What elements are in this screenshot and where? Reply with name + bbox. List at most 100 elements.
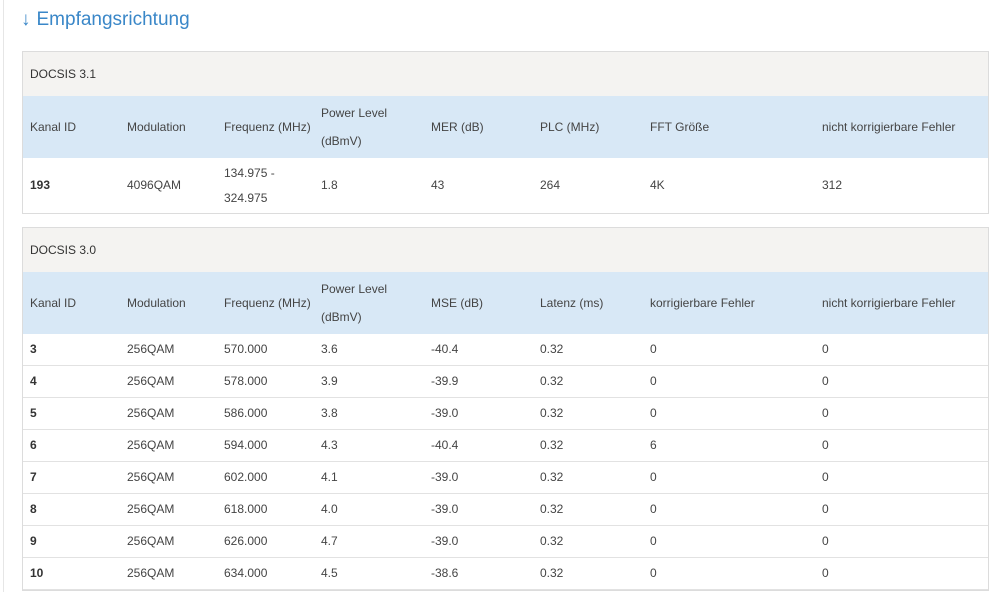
frequency: 626.000 — [217, 525, 314, 558]
column-header: Modulation — [120, 272, 217, 334]
column-header: Kanal ID — [23, 96, 120, 158]
channel-id: 193 — [30, 178, 51, 192]
docsis-31-title: DOCSIS 3.1 — [23, 51, 988, 96]
column-header: FFT Größe — [643, 96, 815, 158]
correctable-errors: 0 — [643, 493, 815, 526]
frequency: 134.975 - 324.975 — [224, 165, 275, 205]
uncorrectable-errors: 0 — [815, 397, 988, 430]
uncorrectable-errors: 0 — [815, 525, 988, 558]
downstream-heading[interactable]: ↓ Empfangsrichtung — [21, 9, 190, 31]
frequency: 602.000 — [217, 461, 314, 494]
arrow-down-icon: ↓ — [21, 9, 31, 30]
channel-id: 9 — [23, 525, 120, 558]
docsis-31-panel: DOCSIS 3.1 Kanal ID Modulation Frequenz … — [22, 51, 989, 214]
column-header: Power Level (dBmV) — [314, 96, 424, 158]
frequency: 594.000 — [217, 429, 314, 462]
docsis-31-table: Kanal ID Modulation Frequenz (MHz) Power… — [23, 96, 988, 213]
power-level: 4.0 — [314, 493, 424, 526]
frequency: 570.000 — [217, 334, 314, 366]
correctable-errors: 0 — [643, 557, 815, 590]
power-level: 4.1 — [314, 461, 424, 494]
frequency: 578.000 — [217, 365, 314, 398]
correctable-errors: 0 — [643, 461, 815, 494]
channel-id: 8 — [23, 493, 120, 526]
table-row: 9 256QAM 626.000 4.7 -39.0 0.32 0 0 — [23, 525, 988, 558]
uncorrectable-errors: 0 — [815, 429, 988, 462]
plc: 264 — [540, 178, 561, 192]
column-header: nicht korrigierbare Fehler — [815, 272, 988, 334]
column-header: MER (dB) — [424, 96, 533, 158]
latency: 0.32 — [533, 525, 643, 558]
power-level: 4.3 — [314, 429, 424, 462]
modulation: 256QAM — [120, 461, 217, 494]
channel-id: 7 — [23, 461, 120, 494]
frequency: 618.000 — [217, 493, 314, 526]
mse: -39.9 — [424, 365, 533, 398]
correctable-errors: 6 — [643, 429, 815, 462]
power-level: 4.7 — [314, 525, 424, 558]
latency: 0.32 — [533, 365, 643, 398]
uncorrectable-errors: 312 — [822, 178, 843, 192]
table-row: 3 256QAM 570.000 3.6 -40.4 0.32 0 0 — [23, 334, 988, 366]
power-level: 4.5 — [314, 557, 424, 590]
column-header: MSE (dB) — [424, 272, 533, 334]
column-header: korrigierbare Fehler — [643, 272, 815, 334]
latency: 0.32 — [533, 334, 643, 366]
docsis-30-header-row: Kanal ID Modulation Frequenz (MHz) Power… — [23, 272, 988, 334]
table-row: 5 256QAM 586.000 3.8 -39.0 0.32 0 0 — [23, 397, 988, 430]
correctable-errors: 0 — [643, 365, 815, 398]
latency: 0.32 — [533, 461, 643, 494]
modulation: 256QAM — [120, 429, 217, 462]
uncorrectable-errors: 0 — [815, 493, 988, 526]
table-row: 193 4096QAM 134.975 - 324.975 1.8 43 264… — [23, 158, 988, 213]
latency: 0.32 — [533, 429, 643, 462]
column-header: Power Level (dBmV) — [314, 272, 424, 334]
table-row: 8 256QAM 618.000 4.0 -39.0 0.32 0 0 — [23, 493, 988, 526]
frequency: 586.000 — [217, 397, 314, 430]
mse: -40.4 — [424, 334, 533, 366]
docsis-30-body: 3 256QAM 570.000 3.6 -40.4 0.32 0 0 4 25… — [23, 334, 988, 590]
channel-id: 5 — [23, 397, 120, 430]
channel-id: 3 — [23, 334, 120, 366]
column-header: Modulation — [120, 96, 217, 158]
modulation: 4096QAM — [127, 178, 182, 192]
docsis-30-panel: DOCSIS 3.0 Kanal ID Modulation Frequenz … — [22, 227, 989, 591]
docsis-30-title: DOCSIS 3.0 — [23, 227, 988, 272]
downstream-title: Empfangsrichtung — [36, 9, 190, 30]
mse: -38.6 — [424, 557, 533, 590]
mse: -40.4 — [424, 429, 533, 462]
modulation: 256QAM — [120, 525, 217, 558]
power-level: 1.8 — [321, 178, 338, 192]
column-header: PLC (MHz) — [533, 96, 643, 158]
mse: -39.0 — [424, 461, 533, 494]
docsis-31-header-row: Kanal ID Modulation Frequenz (MHz) Power… — [23, 96, 988, 158]
uncorrectable-errors: 0 — [815, 461, 988, 494]
uncorrectable-errors: 0 — [815, 557, 988, 590]
modulation: 256QAM — [120, 397, 217, 430]
mer: 43 — [431, 178, 445, 192]
fft-size: 4K — [650, 178, 665, 192]
correctable-errors: 0 — [643, 525, 815, 558]
frequency: 634.000 — [217, 557, 314, 590]
power-level: 3.9 — [314, 365, 424, 398]
mse: -39.0 — [424, 493, 533, 526]
uncorrectable-errors: 0 — [815, 365, 988, 398]
latency: 0.32 — [533, 493, 643, 526]
modulation: 256QAM — [120, 334, 217, 366]
uncorrectable-errors: 0 — [815, 334, 988, 366]
column-header: nicht korrigierbare Fehler — [815, 96, 988, 158]
mse: -39.0 — [424, 397, 533, 430]
column-header: Kanal ID — [23, 272, 120, 334]
table-row: 6 256QAM 594.000 4.3 -40.4 0.32 6 0 — [23, 429, 988, 462]
channel-id: 4 — [23, 365, 120, 398]
channel-id: 10 — [23, 557, 120, 590]
table-row: 4 256QAM 578.000 3.9 -39.9 0.32 0 0 — [23, 365, 988, 398]
column-header: Latenz (ms) — [533, 272, 643, 334]
modulation: 256QAM — [120, 493, 217, 526]
column-header: Frequenz (MHz) — [217, 96, 314, 158]
table-row: 7 256QAM 602.000 4.1 -39.0 0.32 0 0 — [23, 461, 988, 494]
page-left-border — [3, 0, 4, 592]
table-row: 10 256QAM 634.000 4.5 -38.6 0.32 0 0 — [23, 557, 988, 590]
latency: 0.32 — [533, 557, 643, 590]
correctable-errors: 0 — [643, 334, 815, 366]
